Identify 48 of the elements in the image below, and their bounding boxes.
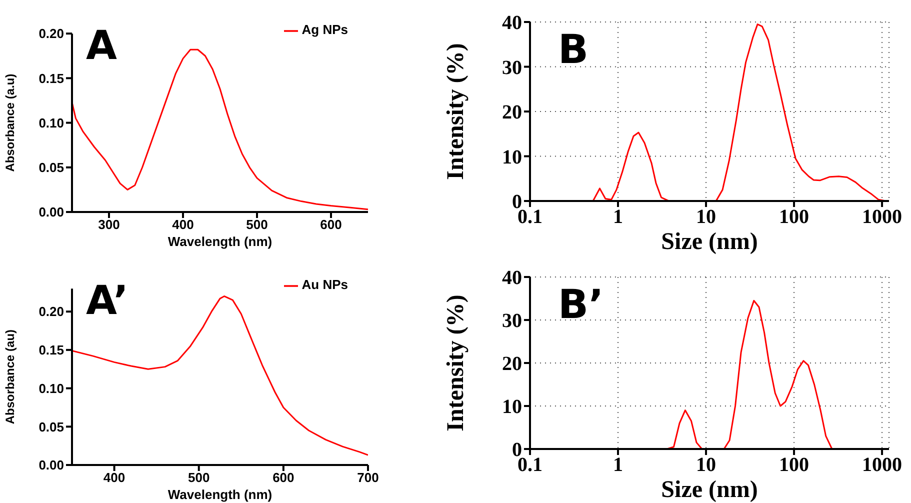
x-axis-title: Size (nm) (661, 229, 758, 255)
y-tick-label: 40 (502, 12, 522, 34)
y-tick-label: 40 (502, 267, 522, 290)
annotation: A (86, 23, 117, 69)
y-tick-label: 0.20 (38, 304, 64, 320)
y-axis-title: Intensity (%) (443, 43, 469, 180)
y-tick-label: 0.10 (38, 380, 64, 396)
x-tick-label: 10 (696, 454, 716, 476)
y-tick-label: 20 (502, 102, 522, 124)
y-axis-title: Absorbance (au) (3, 329, 17, 424)
x-tick-label: 1 (613, 206, 624, 228)
y-axis-title: Intensity (%) (443, 294, 469, 432)
x-tick-label: 600 (320, 217, 342, 232)
x-tick-label: 300 (98, 217, 120, 232)
annotation: B’ (558, 282, 604, 328)
y-tick-label: 30 (502, 310, 522, 332)
x-axis-title: Wavelength (nm) (168, 234, 272, 249)
x-tick-label: 1000 (862, 206, 902, 228)
y-tick-label: 0.10 (38, 115, 64, 130)
legend-label: Au NPs (302, 277, 348, 292)
y-tick-label: 0.05 (38, 160, 64, 176)
y-tick-label: 0.15 (38, 342, 64, 358)
y-tick-label: 10 (502, 396, 522, 418)
x-tick-label: 500 (188, 470, 210, 486)
x-tick-label: 400 (103, 470, 126, 486)
y-tick-label: 30 (502, 56, 522, 79)
x-tick-label: 1 (613, 454, 624, 476)
x-axis-title: Wavelength (nm) (168, 487, 272, 502)
x-tick-label: 100 (779, 206, 810, 228)
y-tick-label: 0.05 (38, 419, 64, 434)
y-tick-label: 0.15 (38, 70, 64, 86)
x-axis-title: Size (nm) (661, 477, 758, 503)
x-tick-label: 500 (246, 217, 268, 232)
annotation: B (558, 27, 588, 73)
x-tick-label: 100 (779, 454, 810, 476)
x-tick-label: 400 (172, 217, 194, 232)
y-tick-label: 0.00 (38, 204, 64, 220)
annotation: A’ (86, 278, 128, 324)
legend-label: Ag NPs (302, 22, 348, 37)
x-tick-label: 1000 (862, 454, 902, 476)
y-tick-label: 10 (502, 146, 522, 168)
y-tick-label: 0.20 (38, 26, 64, 42)
y-tick-label: 0.00 (38, 458, 64, 473)
x-tick-label: 600 (272, 470, 294, 486)
x-tick-label: 10 (696, 206, 716, 228)
y-axis-title: Absorbance (a.u) (3, 74, 17, 172)
x-tick-label: 700 (357, 470, 379, 486)
y-tick-label: 20 (502, 353, 522, 376)
